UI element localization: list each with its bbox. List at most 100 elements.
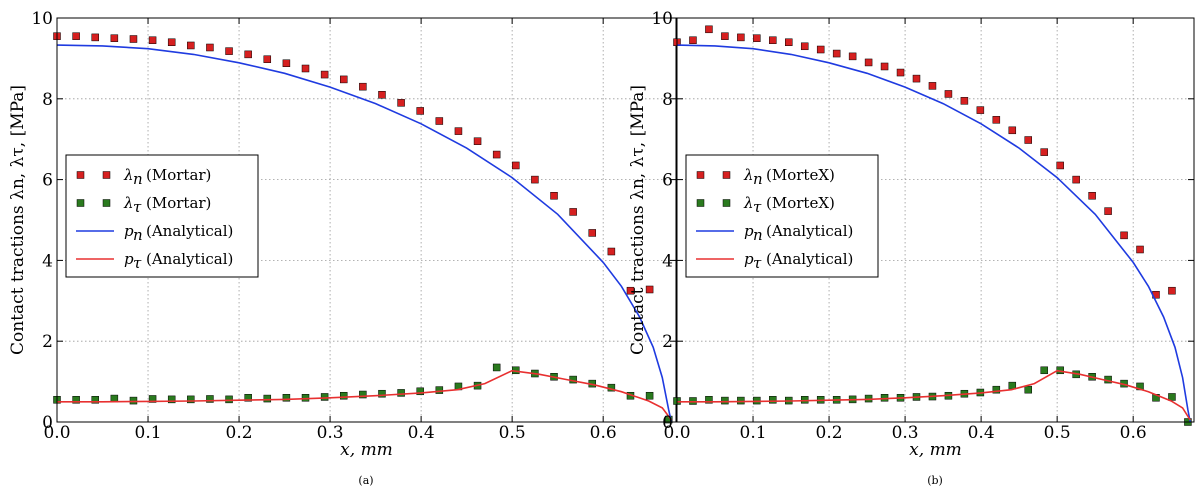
series-4 xyxy=(677,369,1191,421)
series-3 xyxy=(56,44,673,423)
legend-label: (MorteX) xyxy=(766,194,835,212)
plot-frame xyxy=(676,17,1195,423)
y-tick-label: 6 xyxy=(42,171,53,191)
data-point xyxy=(1104,207,1112,215)
legend-label: (Analytical) xyxy=(146,222,233,240)
data-point xyxy=(301,64,310,73)
legend-subscript: n xyxy=(753,170,763,188)
data-point xyxy=(1168,286,1176,295)
x-tick-label: 0.4 xyxy=(968,423,995,443)
legend: λ n (MorteX)λ τ (MorteX)p n (Analytical)p τ (Ana… xyxy=(685,154,879,278)
data-point xyxy=(416,387,424,396)
legend-symbol: λ xyxy=(123,166,134,184)
data-point xyxy=(645,391,654,400)
legend-symbol: p xyxy=(744,250,754,268)
legend-label: (Analytical) xyxy=(766,222,853,240)
x-tick-label: 0.6 xyxy=(1120,423,1147,443)
data-point xyxy=(626,286,635,295)
data-point xyxy=(167,395,176,404)
data-point xyxy=(263,55,272,63)
data-point xyxy=(148,395,157,403)
y-tick-label: 4 xyxy=(42,251,53,271)
x-tick-label: 0.1 xyxy=(740,423,767,443)
legend-entry: p n (Analytical) xyxy=(696,222,853,244)
y-tick-label: 10 xyxy=(31,9,53,29)
legend-symbol: λ xyxy=(743,166,754,184)
y-tick-label: 8 xyxy=(662,90,673,110)
legend-label: (Mortar) xyxy=(146,166,211,184)
data-point xyxy=(187,41,195,50)
data-point xyxy=(148,36,157,44)
y-axis-label: Contact tractions λn, λτ, [MPa] xyxy=(628,85,648,355)
data-point xyxy=(320,70,329,79)
legend-subscript: τ xyxy=(133,198,142,216)
data-point xyxy=(72,396,80,404)
data-point xyxy=(301,394,310,402)
legend-subscript: τ xyxy=(753,198,762,216)
legend-subscript: n xyxy=(133,226,143,244)
data-point xyxy=(339,391,348,400)
data-point xyxy=(960,97,969,105)
data-point xyxy=(225,395,233,404)
data-point xyxy=(588,229,597,237)
legend-symbol: λ xyxy=(743,194,754,212)
x-tick-label: 0.3 xyxy=(892,423,919,443)
series-4 xyxy=(57,369,673,421)
data-point xyxy=(206,395,214,403)
y-tick-label: 10 xyxy=(651,9,673,29)
data-point xyxy=(1040,148,1048,156)
legend-entry: λ n (MorteX) xyxy=(696,166,835,188)
data-point xyxy=(737,33,745,42)
data-point xyxy=(1056,161,1064,170)
data-point xyxy=(1136,245,1144,254)
legend-box xyxy=(65,154,259,278)
data-point xyxy=(129,35,138,43)
y-tick-label: 2 xyxy=(42,332,53,352)
data-point xyxy=(473,137,482,145)
legend-entry: p τ (Analytical) xyxy=(76,250,233,272)
data-point xyxy=(992,385,1001,394)
plot-frame xyxy=(56,17,677,423)
series-1 xyxy=(53,32,654,295)
data-point xyxy=(378,91,386,99)
legend-marker xyxy=(722,199,731,207)
data-point xyxy=(320,393,329,401)
y-tick-label: 4 xyxy=(662,251,673,271)
x-tick-label: 0.5 xyxy=(499,423,526,443)
legend-marker xyxy=(102,171,111,179)
data-point xyxy=(435,117,444,125)
data-point xyxy=(832,49,841,58)
data-point xyxy=(244,394,252,402)
series-line xyxy=(676,44,1191,423)
grid xyxy=(677,18,1194,422)
data-point xyxy=(976,106,985,114)
legend-label: (Analytical) xyxy=(766,250,853,268)
data-point xyxy=(880,394,889,402)
data-point xyxy=(1088,192,1096,200)
data-point xyxy=(753,34,761,42)
legend-subscript: τ xyxy=(133,254,142,272)
x-tick-label: 0.0 xyxy=(43,423,70,443)
legend-entry: p n (Analytical) xyxy=(76,222,233,244)
data-point xyxy=(397,389,405,397)
legend-marker xyxy=(102,199,111,207)
data-point xyxy=(187,395,195,404)
data-point xyxy=(1024,136,1033,144)
legend-marker xyxy=(76,199,85,207)
legend-marker xyxy=(76,171,85,179)
data-point xyxy=(1040,366,1048,375)
data-point xyxy=(435,386,444,394)
x-axis-label: x, mm xyxy=(909,440,962,460)
data-point xyxy=(912,74,921,83)
y-tick-label: 2 xyxy=(662,332,673,352)
data-point xyxy=(416,107,424,115)
data-point xyxy=(378,389,386,398)
data-point xyxy=(282,394,291,402)
data-point xyxy=(225,47,233,55)
x-tick-label: 0.4 xyxy=(408,423,435,443)
legend-marker xyxy=(722,171,731,179)
data-point xyxy=(359,390,367,399)
data-point xyxy=(896,68,905,77)
legend-entry: λ τ (Mortar) xyxy=(76,194,211,216)
